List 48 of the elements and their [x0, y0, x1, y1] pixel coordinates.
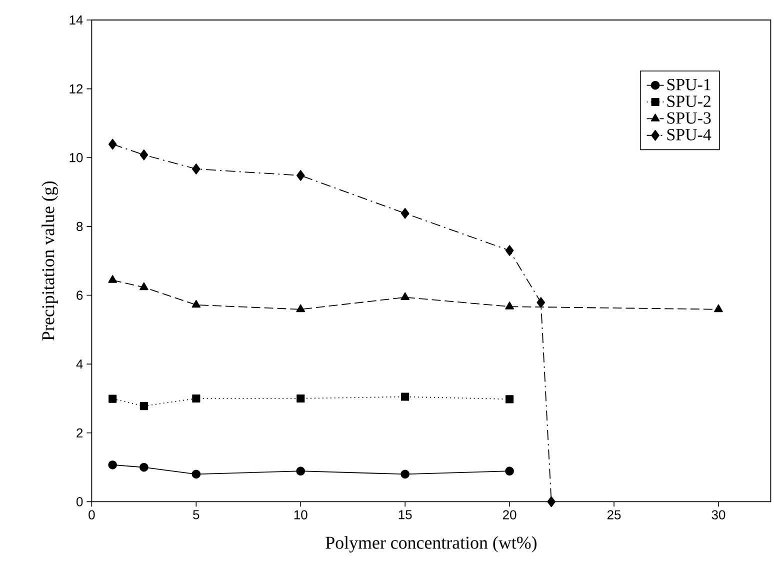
- point: [192, 164, 200, 174]
- point: [505, 245, 514, 256]
- y-tick-label: 2: [76, 428, 83, 438]
- x-tick-label: 10: [294, 510, 308, 520]
- legend-label: SPU-2: [667, 96, 710, 108]
- point: [108, 460, 118, 470]
- y-tick-label: 12: [70, 84, 83, 94]
- point: [547, 496, 556, 508]
- x-tick-label: 0: [88, 510, 95, 520]
- point: [296, 170, 305, 181]
- point: [140, 149, 148, 160]
- point: [192, 394, 200, 403]
- point: [108, 394, 117, 403]
- point: [296, 466, 306, 476]
- y-axis-title: Precipitation value (g): [42, 181, 58, 341]
- point: [139, 462, 148, 472]
- point: [400, 292, 410, 300]
- y-tick-label: 10: [70, 153, 83, 162]
- point: [108, 138, 117, 150]
- point: [505, 466, 514, 476]
- x-tick-label: 20: [503, 510, 516, 520]
- y-tick-label: 8: [76, 222, 83, 232]
- point: [296, 304, 306, 312]
- point: [505, 302, 514, 310]
- x-tick-label: 15: [398, 510, 412, 520]
- legend-label: SPU-1: [667, 78, 710, 90]
- x-tick-label: 25: [607, 510, 621, 520]
- y-tick-label: 0: [76, 497, 83, 506]
- legend-label: SPU-4: [667, 129, 712, 140]
- y-tick-label: 14: [70, 16, 83, 24]
- y-tick-label: 4: [76, 360, 83, 369]
- point: [400, 208, 410, 219]
- point: [400, 470, 410, 479]
- legend-label: SPU-3: [667, 112, 711, 124]
- point: [192, 300, 201, 308]
- point: [108, 275, 118, 283]
- point: [296, 394, 305, 403]
- point: [506, 395, 514, 404]
- point: [401, 392, 410, 401]
- point: [140, 402, 148, 410]
- x-axis-title: Polymer concentration (wt%): [326, 536, 536, 552]
- point: [140, 282, 148, 290]
- x-tick-label: 30: [712, 510, 726, 520]
- y-tick-label: 6: [76, 290, 83, 300]
- x-tick-label: 5: [193, 510, 200, 520]
- point: [714, 304, 723, 312]
- point: [192, 470, 201, 479]
- point: [536, 297, 546, 308]
